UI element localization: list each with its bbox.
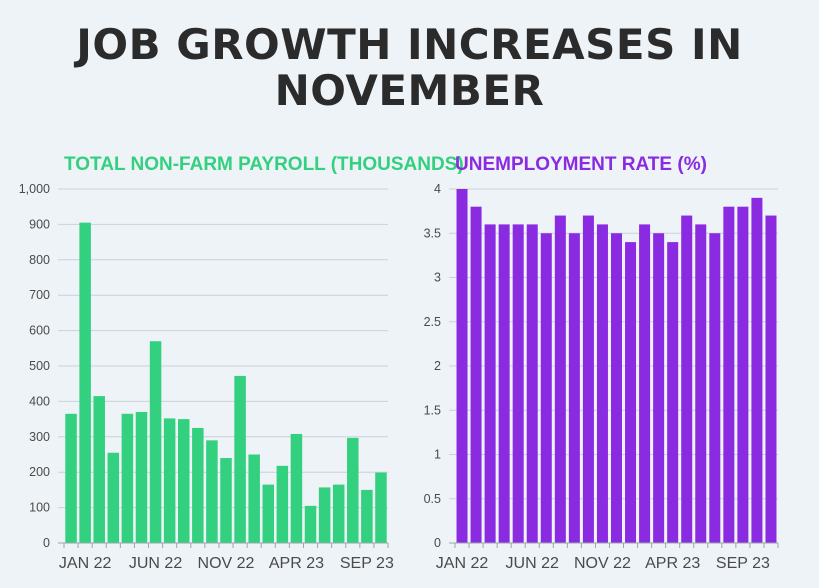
bar bbox=[318, 487, 331, 543]
bar bbox=[248, 454, 260, 543]
bar bbox=[737, 206, 749, 543]
bar bbox=[163, 418, 176, 543]
y-tick-label: 800 bbox=[29, 253, 50, 267]
x-tick-label: NOV 22 bbox=[198, 555, 255, 572]
bar bbox=[526, 224, 538, 543]
bar bbox=[667, 242, 679, 543]
y-tick-label: 1 bbox=[434, 448, 441, 462]
x-tick-label: JAN 22 bbox=[59, 555, 112, 572]
y-tick-label: 0.5 bbox=[424, 492, 441, 506]
bar bbox=[79, 222, 91, 543]
y-tick-label: 0 bbox=[43, 536, 50, 550]
bar bbox=[234, 375, 246, 543]
bar bbox=[332, 484, 345, 543]
bar bbox=[568, 233, 580, 543]
bar bbox=[206, 440, 218, 543]
x-tick-label: APR 23 bbox=[269, 555, 324, 572]
x-tick-label: SEP 23 bbox=[716, 555, 770, 572]
y-tick-label: 700 bbox=[29, 288, 50, 302]
y-tick-label: 2 bbox=[434, 359, 441, 373]
x-tick-label: JUN 22 bbox=[506, 555, 559, 572]
bar bbox=[653, 233, 665, 543]
bar bbox=[596, 224, 608, 543]
bar bbox=[554, 215, 566, 544]
bar bbox=[484, 224, 496, 543]
y-tick-label: 500 bbox=[29, 359, 50, 373]
bar bbox=[709, 233, 721, 543]
bar bbox=[498, 224, 510, 543]
bar bbox=[107, 452, 120, 543]
bar bbox=[262, 484, 275, 543]
bar bbox=[347, 437, 359, 543]
bar bbox=[512, 224, 524, 543]
x-tick-label: JAN 22 bbox=[436, 555, 489, 572]
bar bbox=[177, 419, 190, 543]
y-tick-label: 1,000 bbox=[19, 182, 50, 196]
bar bbox=[121, 413, 134, 543]
y-tick-label: 900 bbox=[29, 217, 50, 231]
bar bbox=[135, 412, 148, 543]
bar bbox=[375, 472, 387, 543]
y-tick-label: 3.5 bbox=[424, 226, 441, 240]
page-title: JOB GROWTH INCREASES IN NOVEMBER bbox=[76, 20, 743, 115]
bar bbox=[751, 197, 763, 543]
y-tick-label: 0 bbox=[434, 536, 441, 550]
y-tick-label: 2.5 bbox=[424, 315, 441, 329]
x-tick-label: SEP 23 bbox=[340, 555, 394, 572]
bar bbox=[192, 427, 204, 543]
x-tick-label: JUN 22 bbox=[129, 555, 182, 572]
y-tick-label: 100 bbox=[29, 501, 50, 515]
bar bbox=[765, 215, 777, 544]
bar bbox=[695, 224, 707, 543]
y-tick-label: 4 bbox=[434, 182, 441, 196]
bar bbox=[456, 189, 468, 543]
chart-title: TOTAL NON-FARM PAYROLL (THOUSANDS) bbox=[64, 154, 464, 175]
bar bbox=[625, 242, 637, 543]
bar bbox=[304, 505, 317, 543]
bar bbox=[290, 433, 303, 543]
x-tick-label: NOV 22 bbox=[574, 555, 631, 572]
y-tick-label: 600 bbox=[29, 324, 50, 338]
y-tick-label: 300 bbox=[29, 430, 50, 444]
bar bbox=[361, 489, 373, 543]
bar bbox=[149, 341, 162, 543]
y-tick-label: 400 bbox=[29, 394, 50, 408]
x-tick-label: APR 23 bbox=[645, 555, 700, 572]
unemployment-chart: UNEMPLOYMENT RATE (%) 0 0.5 1 1.5 2 2.5 3 3.5 4 JA… bbox=[424, 154, 779, 572]
y-tick-label: 1.5 bbox=[424, 403, 441, 417]
bar bbox=[723, 206, 735, 543]
bar bbox=[220, 458, 232, 543]
bar bbox=[65, 413, 77, 543]
bar bbox=[93, 396, 105, 543]
bar bbox=[582, 215, 594, 544]
bar bbox=[639, 224, 651, 543]
bar bbox=[681, 215, 693, 544]
bar bbox=[470, 206, 482, 543]
payroll-chart: TOTAL NON-FARM PAYROLL (THOUSANDS)010020… bbox=[19, 154, 464, 572]
bar bbox=[276, 465, 289, 543]
y-tick-label: 3 bbox=[434, 271, 441, 285]
bar bbox=[611, 233, 622, 543]
bar bbox=[540, 233, 552, 543]
y-tick-label: 200 bbox=[29, 465, 50, 479]
chart-title: UNEMPLOYMENT RATE (%) bbox=[455, 154, 707, 175]
